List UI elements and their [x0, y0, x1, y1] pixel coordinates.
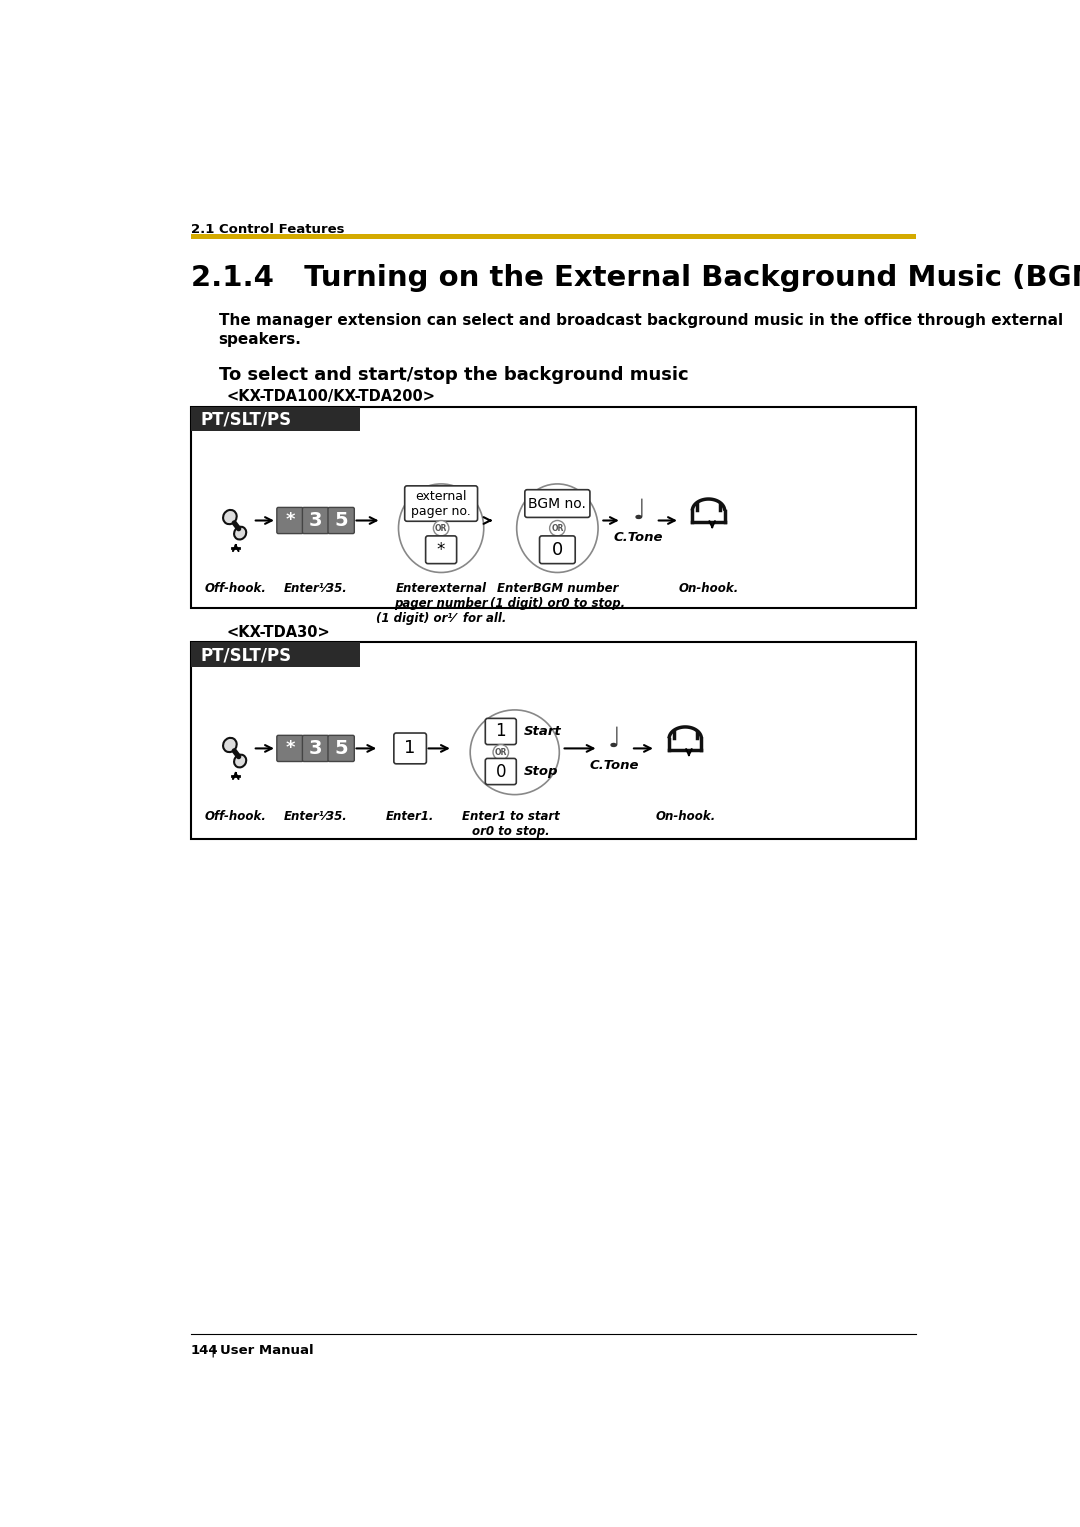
Text: external
pager no.: external pager no.: [411, 490, 471, 518]
Ellipse shape: [433, 521, 449, 536]
Text: Enterexternal
pager number
(1 digit) or⅟  for all.: Enterexternal pager number (1 digit) or⅟…: [376, 582, 507, 625]
FancyBboxPatch shape: [525, 490, 590, 518]
Text: *: *: [437, 541, 445, 559]
Text: 1: 1: [404, 739, 416, 757]
FancyBboxPatch shape: [328, 507, 354, 533]
Text: Enter⅟35.: Enter⅟35.: [284, 809, 348, 823]
Text: Enter1 to start
or0 to stop.: Enter1 to start or0 to stop.: [462, 809, 559, 838]
Text: *: *: [285, 512, 295, 530]
Text: |: |: [211, 1344, 215, 1358]
FancyBboxPatch shape: [302, 736, 328, 762]
Ellipse shape: [224, 738, 237, 753]
Text: The manager extension can select and broadcast background music in the office th: The manager extension can select and bro…: [218, 313, 1063, 328]
Text: Start: Start: [524, 725, 562, 738]
Text: OR: OR: [435, 524, 447, 533]
Text: Off-hook.: Off-hook.: [205, 809, 267, 823]
FancyBboxPatch shape: [485, 759, 516, 785]
Text: 3: 3: [309, 739, 322, 757]
Text: 0: 0: [496, 762, 507, 780]
Text: OR: OR: [551, 524, 564, 533]
Text: ♩: ♩: [607, 725, 621, 753]
Text: On-hook.: On-hook.: [678, 582, 739, 596]
FancyBboxPatch shape: [302, 507, 328, 533]
Ellipse shape: [234, 527, 246, 539]
Ellipse shape: [234, 754, 246, 768]
FancyBboxPatch shape: [485, 718, 516, 745]
FancyBboxPatch shape: [540, 536, 576, 563]
FancyBboxPatch shape: [405, 486, 477, 521]
Ellipse shape: [224, 510, 237, 524]
Text: User Manual: User Manual: [220, 1344, 314, 1358]
Text: 2.1.4   Turning on the External Background Music (BGM): 2.1.4 Turning on the External Background…: [191, 264, 1080, 292]
FancyBboxPatch shape: [426, 536, 457, 563]
FancyBboxPatch shape: [276, 507, 303, 533]
Text: BGM no.: BGM no.: [528, 496, 586, 510]
Text: 144: 144: [191, 1344, 218, 1358]
FancyBboxPatch shape: [276, 736, 303, 762]
Bar: [191, 643, 916, 838]
Ellipse shape: [550, 521, 565, 536]
Text: *: *: [285, 739, 295, 757]
Text: OR: OR: [495, 748, 507, 757]
Text: Enter1.: Enter1.: [386, 809, 434, 823]
Bar: [191, 406, 916, 608]
Text: PT/SLT/PS: PT/SLT/PS: [200, 411, 292, 429]
Text: To select and start/stop the background music: To select and start/stop the background …: [218, 366, 688, 383]
Text: 3: 3: [309, 512, 322, 530]
Text: Enter⅟35.: Enter⅟35.: [284, 582, 348, 596]
Text: 5: 5: [335, 512, 348, 530]
Bar: [191, 406, 360, 431]
Text: Off-hook.: Off-hook.: [205, 582, 267, 596]
Text: <KX-TDA100/KX-TDA200>: <KX-TDA100/KX-TDA200>: [227, 389, 435, 403]
Text: On-hook.: On-hook.: [656, 809, 715, 823]
Text: C.Tone: C.Tone: [590, 759, 638, 773]
Text: <KX-TDA30>: <KX-TDA30>: [227, 625, 330, 640]
Text: ♩: ♩: [632, 498, 646, 525]
Text: Stop: Stop: [524, 765, 558, 779]
Text: 0: 0: [552, 541, 563, 559]
Text: PT/SLT/PS: PT/SLT/PS: [200, 646, 292, 664]
Bar: [191, 234, 916, 238]
Text: 5: 5: [335, 739, 348, 757]
Text: EnterBGM number
(1 digit) or0 to stop.: EnterBGM number (1 digit) or0 to stop.: [490, 582, 625, 611]
Ellipse shape: [494, 745, 509, 760]
Text: speakers.: speakers.: [218, 331, 301, 347]
FancyBboxPatch shape: [328, 736, 354, 762]
Text: C.Tone: C.Tone: [615, 531, 663, 544]
FancyBboxPatch shape: [394, 733, 427, 764]
Bar: [191, 643, 360, 667]
Text: 2.1 Control Features: 2.1 Control Features: [191, 223, 345, 237]
Text: 1: 1: [496, 722, 507, 741]
